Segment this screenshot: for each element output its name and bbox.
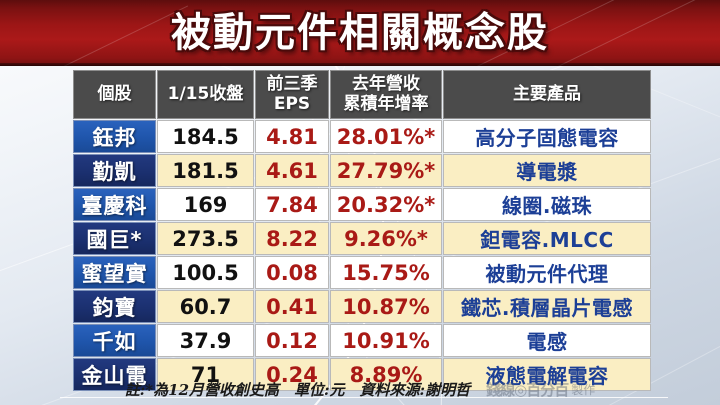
stock-table-container: 個股 1/15收盤 前三季 EPS 去年營收 累積年增率 主要產品 (72, 69, 652, 392)
cell-stock-name: 千如 (73, 324, 156, 357)
cell-eps: 0.24 (255, 358, 329, 391)
cell-yoy: 10.87% (330, 290, 442, 323)
cell-stock-name: 勤凱 (73, 154, 156, 187)
channel-logo-mark: 錢線◎百分百 (486, 380, 569, 399)
table-header: 個股 1/15收盤 前三季 EPS 去年營收 累積年增率 主要產品 (73, 70, 651, 119)
cell-product: 高分子固態電容 (443, 120, 651, 153)
cell-yoy: 28.01%* (330, 120, 442, 153)
cell-eps: 4.61 (255, 154, 329, 187)
column-header-stock: 個股 (73, 70, 156, 119)
cell-eps: 4.81 (255, 120, 329, 153)
column-header-close-price-line1: 1/15收盤 (167, 83, 244, 104)
column-header-eps-line2: EPS (273, 93, 311, 114)
cell-product: 導電漿 (443, 154, 651, 187)
column-header-eps-line1: 前三季 (266, 74, 318, 95)
cell-close-price: 71 (157, 358, 254, 391)
cell-stock-name: 金山電 (73, 358, 156, 391)
page-title: 被動元件相關概念股 (171, 10, 549, 56)
cell-eps: 7.84 (255, 188, 329, 221)
channel-logo-made-by: 製作 (571, 382, 596, 397)
cell-close-price: 100.5 (157, 256, 254, 289)
cell-eps: 0.41 (255, 290, 329, 323)
cell-product: 液態電解電容 (443, 358, 651, 391)
table-row: 蜜望實 100.5 0.08 15.75% 被動元件代理 (73, 256, 651, 289)
cell-yoy: 8.89% (330, 358, 442, 391)
table-row: 鈞寶 60.7 0.41 10.87% 鐵芯.積層晶片電感 (73, 290, 651, 323)
table-row: 國巨* 273.5 8.22 9.26%* 鉭電容.MLCC (73, 222, 651, 255)
cell-close-price: 184.5 (157, 120, 254, 153)
table-row: 鈺邦 184.5 4.81 28.01%* 高分子固態電容 (73, 120, 651, 153)
cell-stock-name: 國巨* (73, 222, 156, 255)
cell-eps: 8.22 (255, 222, 329, 255)
cell-close-price: 60.7 (157, 290, 254, 323)
footnote-text: 註:*為12月營收創史高 單位:元 資料來源:謝明哲 (124, 380, 471, 399)
table-row: 千如 37.9 0.12 10.91% 電感 (73, 324, 651, 357)
column-header-stock-line1: 個股 (97, 83, 132, 104)
column-header-yoy-line2: 累積年增率 (343, 93, 429, 114)
channel-logo: 錢線◎百分百 製作 (486, 379, 595, 400)
cell-product: 鉭電容.MLCC (443, 222, 651, 255)
cell-stock-name: 鈞寶 (73, 290, 156, 323)
column-header-yoy-line1: 去年營收 (352, 74, 420, 95)
cell-stock-name: 鈺邦 (73, 120, 156, 153)
cell-stock-name: 蜜望實 (73, 256, 156, 289)
cell-close-price: 181.5 (157, 154, 254, 187)
cell-stock-name: 臺慶科 (73, 188, 156, 221)
title-banner: 被動元件相關概念股 (0, 0, 720, 66)
cell-close-price: 169 (157, 188, 254, 221)
cell-yoy: 9.26%* (330, 222, 442, 255)
cell-product: 被動元件代理 (443, 256, 651, 289)
table-row: 金山電 71 0.24 8.89% 液態電解電容 (73, 358, 651, 391)
cell-yoy: 20.32%* (330, 188, 442, 221)
cell-product: 線圈.磁珠 (443, 188, 651, 221)
cell-close-price: 273.5 (157, 222, 254, 255)
table-row: 臺慶科 169 7.84 20.32%* 線圈.磁珠 (73, 188, 651, 221)
cell-close-price: 37.9 (157, 324, 254, 357)
column-header-close-price: 1/15收盤 (157, 70, 254, 119)
footer: 註:*為12月營收創史高 單位:元 資料來源:謝明哲 錢線◎百分百 製作 (0, 376, 720, 402)
cell-eps: 0.12 (255, 324, 329, 357)
cell-yoy: 15.75% (330, 256, 442, 289)
cell-yoy: 10.91% (330, 324, 442, 357)
cell-yoy: 27.79%* (330, 154, 442, 187)
column-header-product: 主要產品 (443, 70, 651, 119)
column-header-eps: 前三季 EPS (255, 70, 329, 119)
column-header-product-line1: 主要產品 (513, 83, 581, 104)
table-body: 鈺邦 184.5 4.81 28.01%* 高分子固態電容 勤凱 181.5 4… (73, 120, 651, 391)
stock-table: 個股 1/15收盤 前三季 EPS 去年營收 累積年增率 主要產品 (72, 69, 652, 392)
table-row: 勤凱 181.5 4.61 27.79%* 導電漿 (73, 154, 651, 187)
table-header-row: 個股 1/15收盤 前三季 EPS 去年營收 累積年增率 主要產品 (73, 70, 651, 119)
footer-divider (60, 397, 668, 398)
cell-product: 電感 (443, 324, 651, 357)
cell-product: 鐵芯.積層晶片電感 (443, 290, 651, 323)
column-header-yoy: 去年營收 累積年增率 (330, 70, 442, 119)
cell-eps: 0.08 (255, 256, 329, 289)
